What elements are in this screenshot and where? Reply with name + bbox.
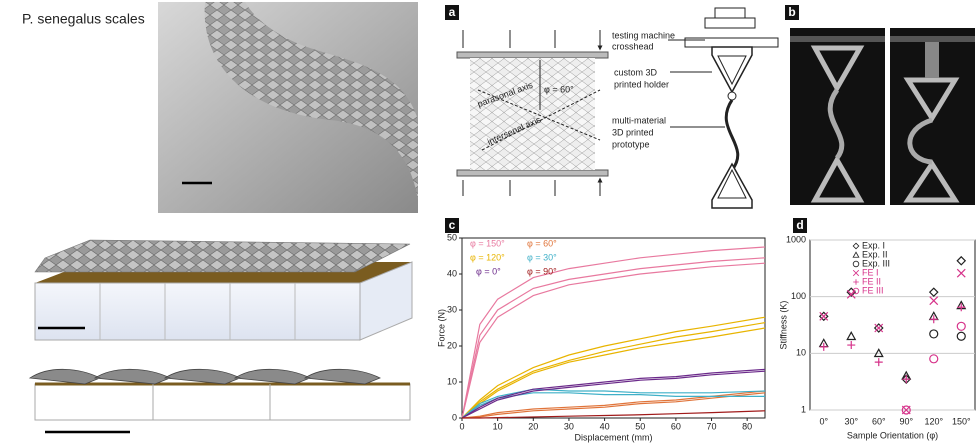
test-photos: [790, 28, 975, 205]
y-tick-label: 100: [791, 291, 806, 301]
diagram-label: φ = 60°: [544, 84, 574, 94]
panel-label: c: [449, 218, 456, 232]
diagram-label: 3D printed: [612, 127, 654, 137]
marker: [930, 330, 938, 338]
legend-marker: [853, 279, 859, 285]
diagram-label: crosshead: [612, 41, 654, 51]
x-tick-label: 10: [493, 421, 503, 431]
x-tick-label: 0°: [819, 416, 828, 426]
y-tick-label: 1000: [786, 234, 806, 244]
force-curve: [462, 393, 765, 418]
panel-label: b: [788, 5, 795, 19]
x-tick-label: 80: [742, 421, 752, 431]
y-axis-label: Force (N): [436, 309, 446, 347]
y-tick-label: 10: [796, 348, 806, 358]
legend-label: φ = 90°: [527, 266, 557, 276]
marker: [957, 269, 965, 277]
legend-marker: [853, 261, 859, 267]
force-curve: [462, 317, 765, 418]
marker: [930, 355, 938, 363]
x-tick-label: 30°: [844, 416, 858, 426]
x-tick-label: 90°: [899, 416, 913, 426]
legend-marker: [853, 243, 859, 249]
marker: [820, 312, 828, 320]
marker: [957, 257, 965, 265]
x-tick-label: 0: [459, 421, 464, 431]
x-axis-label: Sample Orientation (φ): [847, 430, 938, 440]
marker: [930, 297, 938, 305]
panel-label: a: [449, 5, 456, 19]
marker: [957, 322, 965, 330]
diagram-label: prototype: [612, 139, 650, 149]
force-curve: [462, 369, 765, 418]
marker: [957, 332, 965, 340]
legend-label: φ = 0°: [476, 266, 501, 276]
legend-label: φ = 60°: [527, 238, 557, 248]
x-tick-label: 120°: [924, 416, 943, 426]
legend-label: φ = 150°: [470, 238, 505, 248]
marker: [875, 324, 883, 332]
y-tick-label: 40: [447, 268, 457, 278]
legend-label: φ = 120°: [470, 252, 505, 262]
x-tick-label: 30: [564, 421, 574, 431]
x-tick-label: 50: [635, 421, 645, 431]
legend-marker: [853, 270, 859, 276]
y-tick-label: 10: [447, 376, 457, 386]
diagram-label: printed holder: [614, 79, 669, 89]
y-tick-label: 50: [447, 232, 457, 242]
y-tick-label: 1: [801, 404, 806, 414]
plot-frame: [810, 240, 975, 410]
marker: [957, 303, 965, 311]
force-curve: [462, 323, 765, 418]
legend-label: FE III: [862, 285, 884, 295]
y-axis-label: Stiffness (K): [778, 301, 788, 350]
figure-title: P. senegalus scales: [22, 11, 145, 27]
model-3d-top: [35, 240, 412, 340]
diagram-label: custom 3D: [614, 67, 658, 77]
marker: [847, 341, 855, 349]
figure: P. senegalus scales: [0, 0, 978, 444]
y-tick-label: 20: [447, 340, 457, 350]
diagram-label: multi-material: [612, 115, 666, 125]
x-tick-label: 60: [671, 421, 681, 431]
diagram-label: testing machine: [612, 30, 675, 40]
marker: [930, 288, 938, 296]
x-axis-label: Displacement (mm): [574, 432, 652, 442]
y-tick-label: 0: [452, 412, 457, 422]
x-tick-label: 20: [528, 421, 538, 431]
marker: [847, 332, 855, 339]
legend-marker: [853, 252, 859, 257]
x-tick-label: 40: [600, 421, 610, 431]
x-tick-label: 60°: [872, 416, 886, 426]
model-3d-side: [30, 369, 410, 432]
legend-label: φ = 30°: [527, 252, 557, 262]
scale-photo: [158, 2, 418, 213]
x-tick-label: 150°: [952, 416, 971, 426]
marker: [875, 358, 883, 366]
y-tick-label: 30: [447, 304, 457, 314]
panel-label: d: [796, 218, 803, 232]
x-tick-label: 70: [707, 421, 717, 431]
